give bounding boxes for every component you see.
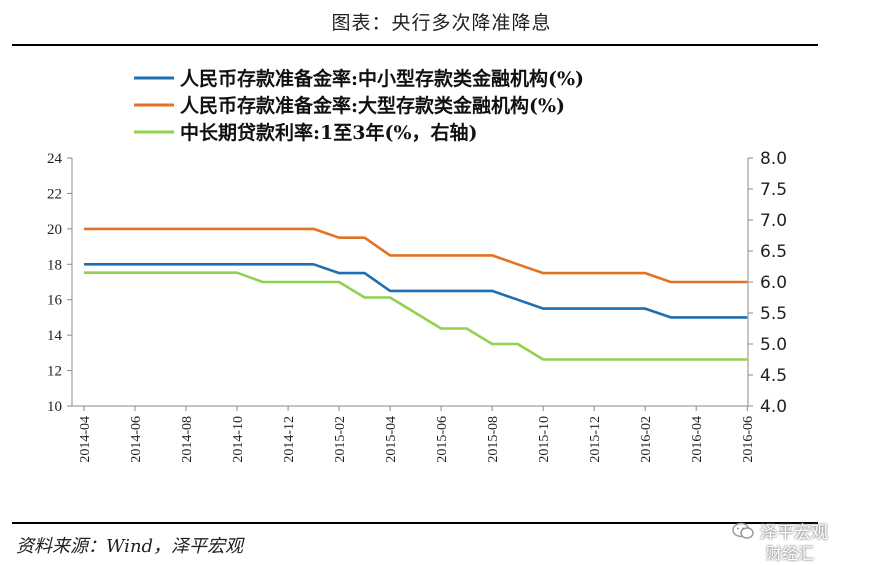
right-axis-tick-label: 7.5 bbox=[760, 180, 787, 200]
x-axis-tick-label: 2016-04 bbox=[690, 416, 705, 463]
series-line-2 bbox=[84, 227, 748, 284]
wechat-icon bbox=[732, 522, 754, 539]
x-axis-tick-label: 2015-12 bbox=[588, 416, 603, 463]
x-axis-tick-label: 2015-02 bbox=[333, 416, 348, 463]
legend-label-2: 人民币存款准备金率:大型存款类金融机构(%) bbox=[180, 94, 565, 117]
x-axis-tick-label: 2014-04 bbox=[78, 416, 93, 463]
left-axis-tick-label: 16 bbox=[47, 293, 63, 309]
left-axis-tick-label: 22 bbox=[47, 186, 62, 202]
top-rule bbox=[12, 44, 818, 46]
right-axis-tick-label: 6.5 bbox=[760, 242, 787, 262]
right-axis-tick-label: 5.0 bbox=[760, 335, 787, 355]
x-axis-tick-label: 2015-06 bbox=[435, 416, 450, 463]
left-axis-tick-label: 10 bbox=[47, 399, 62, 415]
left-axis-tick-label: 20 bbox=[47, 222, 62, 238]
chart-title: 图表：央行多次降准降息 bbox=[331, 12, 552, 34]
watermark: 泽平宏观 财经汇 bbox=[726, 518, 876, 563]
x-axis-tick-label: 2016-06 bbox=[741, 416, 756, 463]
x-axis-tick-label: 2014-12 bbox=[282, 416, 297, 463]
right-axis-tick-label: 8.0 bbox=[760, 149, 787, 169]
x-axis-tick-label: 2015-04 bbox=[384, 416, 399, 463]
right-axis-tick-label: 7.0 bbox=[760, 211, 787, 231]
axes: 10 12 14 16 18 20 22 24 4.0 4.5 5.0 5.5 6.0 6.5 7.0 7.5… bbox=[47, 149, 787, 463]
series-line-1 bbox=[84, 263, 748, 319]
legend-label-3: 中长期贷款利率:1至3年(%，右轴) bbox=[180, 121, 478, 144]
left-axis-tick-label: 18 bbox=[47, 257, 62, 273]
legend: 人民币存款准备金率:中小型存款类金融机构(%) 人民币存款准备金率:大型存款类金融… bbox=[134, 67, 584, 144]
x-axis-tick-label: 2014-06 bbox=[129, 416, 144, 463]
x-axis-tick-label: 2014-10 bbox=[231, 416, 246, 463]
watermark-brand-secondary: 财经汇 bbox=[766, 544, 815, 563]
source-note: 资料来源：Wind，泽平宏观 bbox=[16, 536, 244, 557]
series-layer bbox=[84, 227, 748, 361]
series-line-3 bbox=[84, 271, 748, 361]
left-axis-tick-label: 12 bbox=[47, 364, 62, 380]
right-axis-tick-label: 4.5 bbox=[760, 366, 787, 386]
x-axis-tick-label: 2015-10 bbox=[537, 416, 552, 463]
x-axis-tick-label: 2014-08 bbox=[180, 416, 195, 463]
left-axis-tick-label: 24 bbox=[47, 151, 63, 167]
watermark-brand: 泽平宏观 bbox=[760, 523, 828, 543]
right-axis-tick-label: 4.0 bbox=[760, 397, 787, 417]
legend-label-1: 人民币存款准备金率:中小型存款类金融机构(%) bbox=[180, 67, 584, 90]
left-axis-tick-label: 14 bbox=[47, 328, 63, 344]
right-axis-tick-label: 6.0 bbox=[760, 273, 787, 293]
x-axis-tick-label: 2016-02 bbox=[639, 416, 654, 463]
bottom-rule bbox=[12, 522, 818, 524]
x-axis-tick-label: 2015-08 bbox=[486, 416, 501, 463]
right-axis-tick-label: 5.5 bbox=[760, 304, 787, 324]
